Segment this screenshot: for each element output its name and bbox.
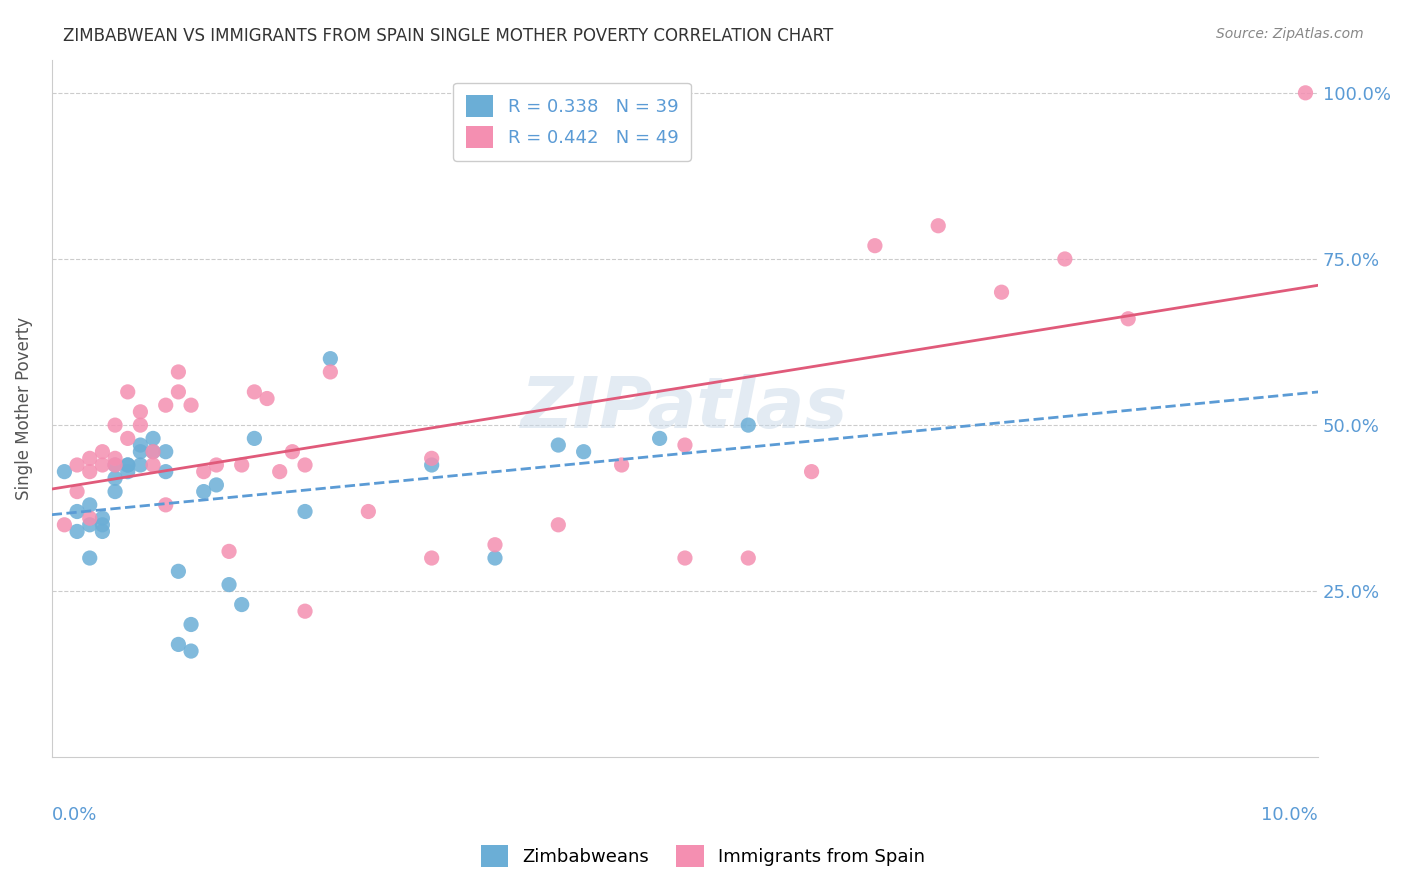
Point: [547, 517, 569, 532]
Point: [117, 458, 139, 472]
Point: [91, 511, 114, 525]
Point: [180, 617, 202, 632]
Legend: R = 0.338   N = 39, R = 0.442   N = 49: R = 0.338 N = 39, R = 0.442 N = 49: [453, 83, 690, 161]
Point: [1295, 86, 1317, 100]
Point: [91, 517, 114, 532]
Point: [572, 444, 595, 458]
Point: [205, 478, 228, 492]
Point: [155, 465, 177, 479]
Point: [737, 551, 759, 566]
Point: [66, 484, 89, 499]
Point: [79, 465, 101, 479]
Point: [155, 398, 177, 412]
Text: 10.0%: 10.0%: [1261, 806, 1319, 824]
Point: [117, 431, 139, 445]
Point: [420, 551, 443, 566]
Point: [1053, 252, 1076, 266]
Point: [673, 438, 696, 452]
Point: [294, 458, 316, 472]
Point: [104, 484, 127, 499]
Point: [420, 458, 443, 472]
Point: [129, 418, 152, 433]
Point: [104, 418, 127, 433]
Point: [294, 504, 316, 518]
Point: [547, 438, 569, 452]
Point: [129, 444, 152, 458]
Point: [231, 458, 253, 472]
Point: [104, 458, 127, 472]
Text: Source: ZipAtlas.com: Source: ZipAtlas.com: [1216, 27, 1364, 41]
Point: [218, 577, 240, 591]
Point: [155, 498, 177, 512]
Point: [863, 238, 886, 252]
Point: [1116, 311, 1139, 326]
Point: [256, 392, 278, 406]
Point: [673, 551, 696, 566]
Point: [66, 524, 89, 539]
Point: [142, 458, 165, 472]
Point: [167, 637, 190, 651]
Point: [927, 219, 949, 233]
Point: [420, 451, 443, 466]
Point: [117, 465, 139, 479]
Point: [91, 458, 114, 472]
Text: ZIMBABWEAN VS IMMIGRANTS FROM SPAIN SINGLE MOTHER POVERTY CORRELATION CHART: ZIMBABWEAN VS IMMIGRANTS FROM SPAIN SING…: [63, 27, 834, 45]
Point: [319, 351, 342, 366]
Point: [104, 451, 127, 466]
Point: [79, 498, 101, 512]
Point: [79, 517, 101, 532]
Point: [269, 465, 291, 479]
Point: [53, 517, 76, 532]
Point: [484, 538, 506, 552]
Point: [243, 431, 266, 445]
Point: [79, 511, 101, 525]
Point: [142, 444, 165, 458]
Point: [117, 458, 139, 472]
Point: [205, 458, 228, 472]
Point: [243, 384, 266, 399]
Point: [193, 484, 215, 499]
Text: 0.0%: 0.0%: [52, 806, 97, 824]
Legend: Zimbabweans, Immigrants from Spain: Zimbabweans, Immigrants from Spain: [474, 838, 932, 874]
Point: [231, 598, 253, 612]
Point: [66, 458, 89, 472]
Point: [357, 504, 380, 518]
Point: [180, 644, 202, 658]
Point: [180, 398, 202, 412]
Point: [66, 504, 89, 518]
Point: [79, 451, 101, 466]
Point: [142, 444, 165, 458]
Point: [648, 431, 671, 445]
Point: [167, 365, 190, 379]
Point: [737, 418, 759, 433]
Point: [610, 458, 633, 472]
Point: [167, 564, 190, 578]
Point: [167, 384, 190, 399]
Point: [155, 444, 177, 458]
Point: [104, 458, 127, 472]
Point: [484, 551, 506, 566]
Y-axis label: Single Mother Poverty: Single Mother Poverty: [15, 317, 32, 500]
Point: [193, 465, 215, 479]
Point: [294, 604, 316, 618]
Point: [104, 471, 127, 485]
Point: [91, 524, 114, 539]
Point: [990, 285, 1012, 300]
Point: [117, 384, 139, 399]
Point: [142, 431, 165, 445]
Point: [800, 465, 823, 479]
Point: [91, 444, 114, 458]
Point: [319, 365, 342, 379]
Point: [129, 405, 152, 419]
Text: ZIPatlas: ZIPatlas: [522, 374, 849, 443]
Point: [218, 544, 240, 558]
Point: [129, 438, 152, 452]
Point: [79, 551, 101, 566]
Point: [129, 458, 152, 472]
Point: [53, 465, 76, 479]
Point: [281, 444, 304, 458]
